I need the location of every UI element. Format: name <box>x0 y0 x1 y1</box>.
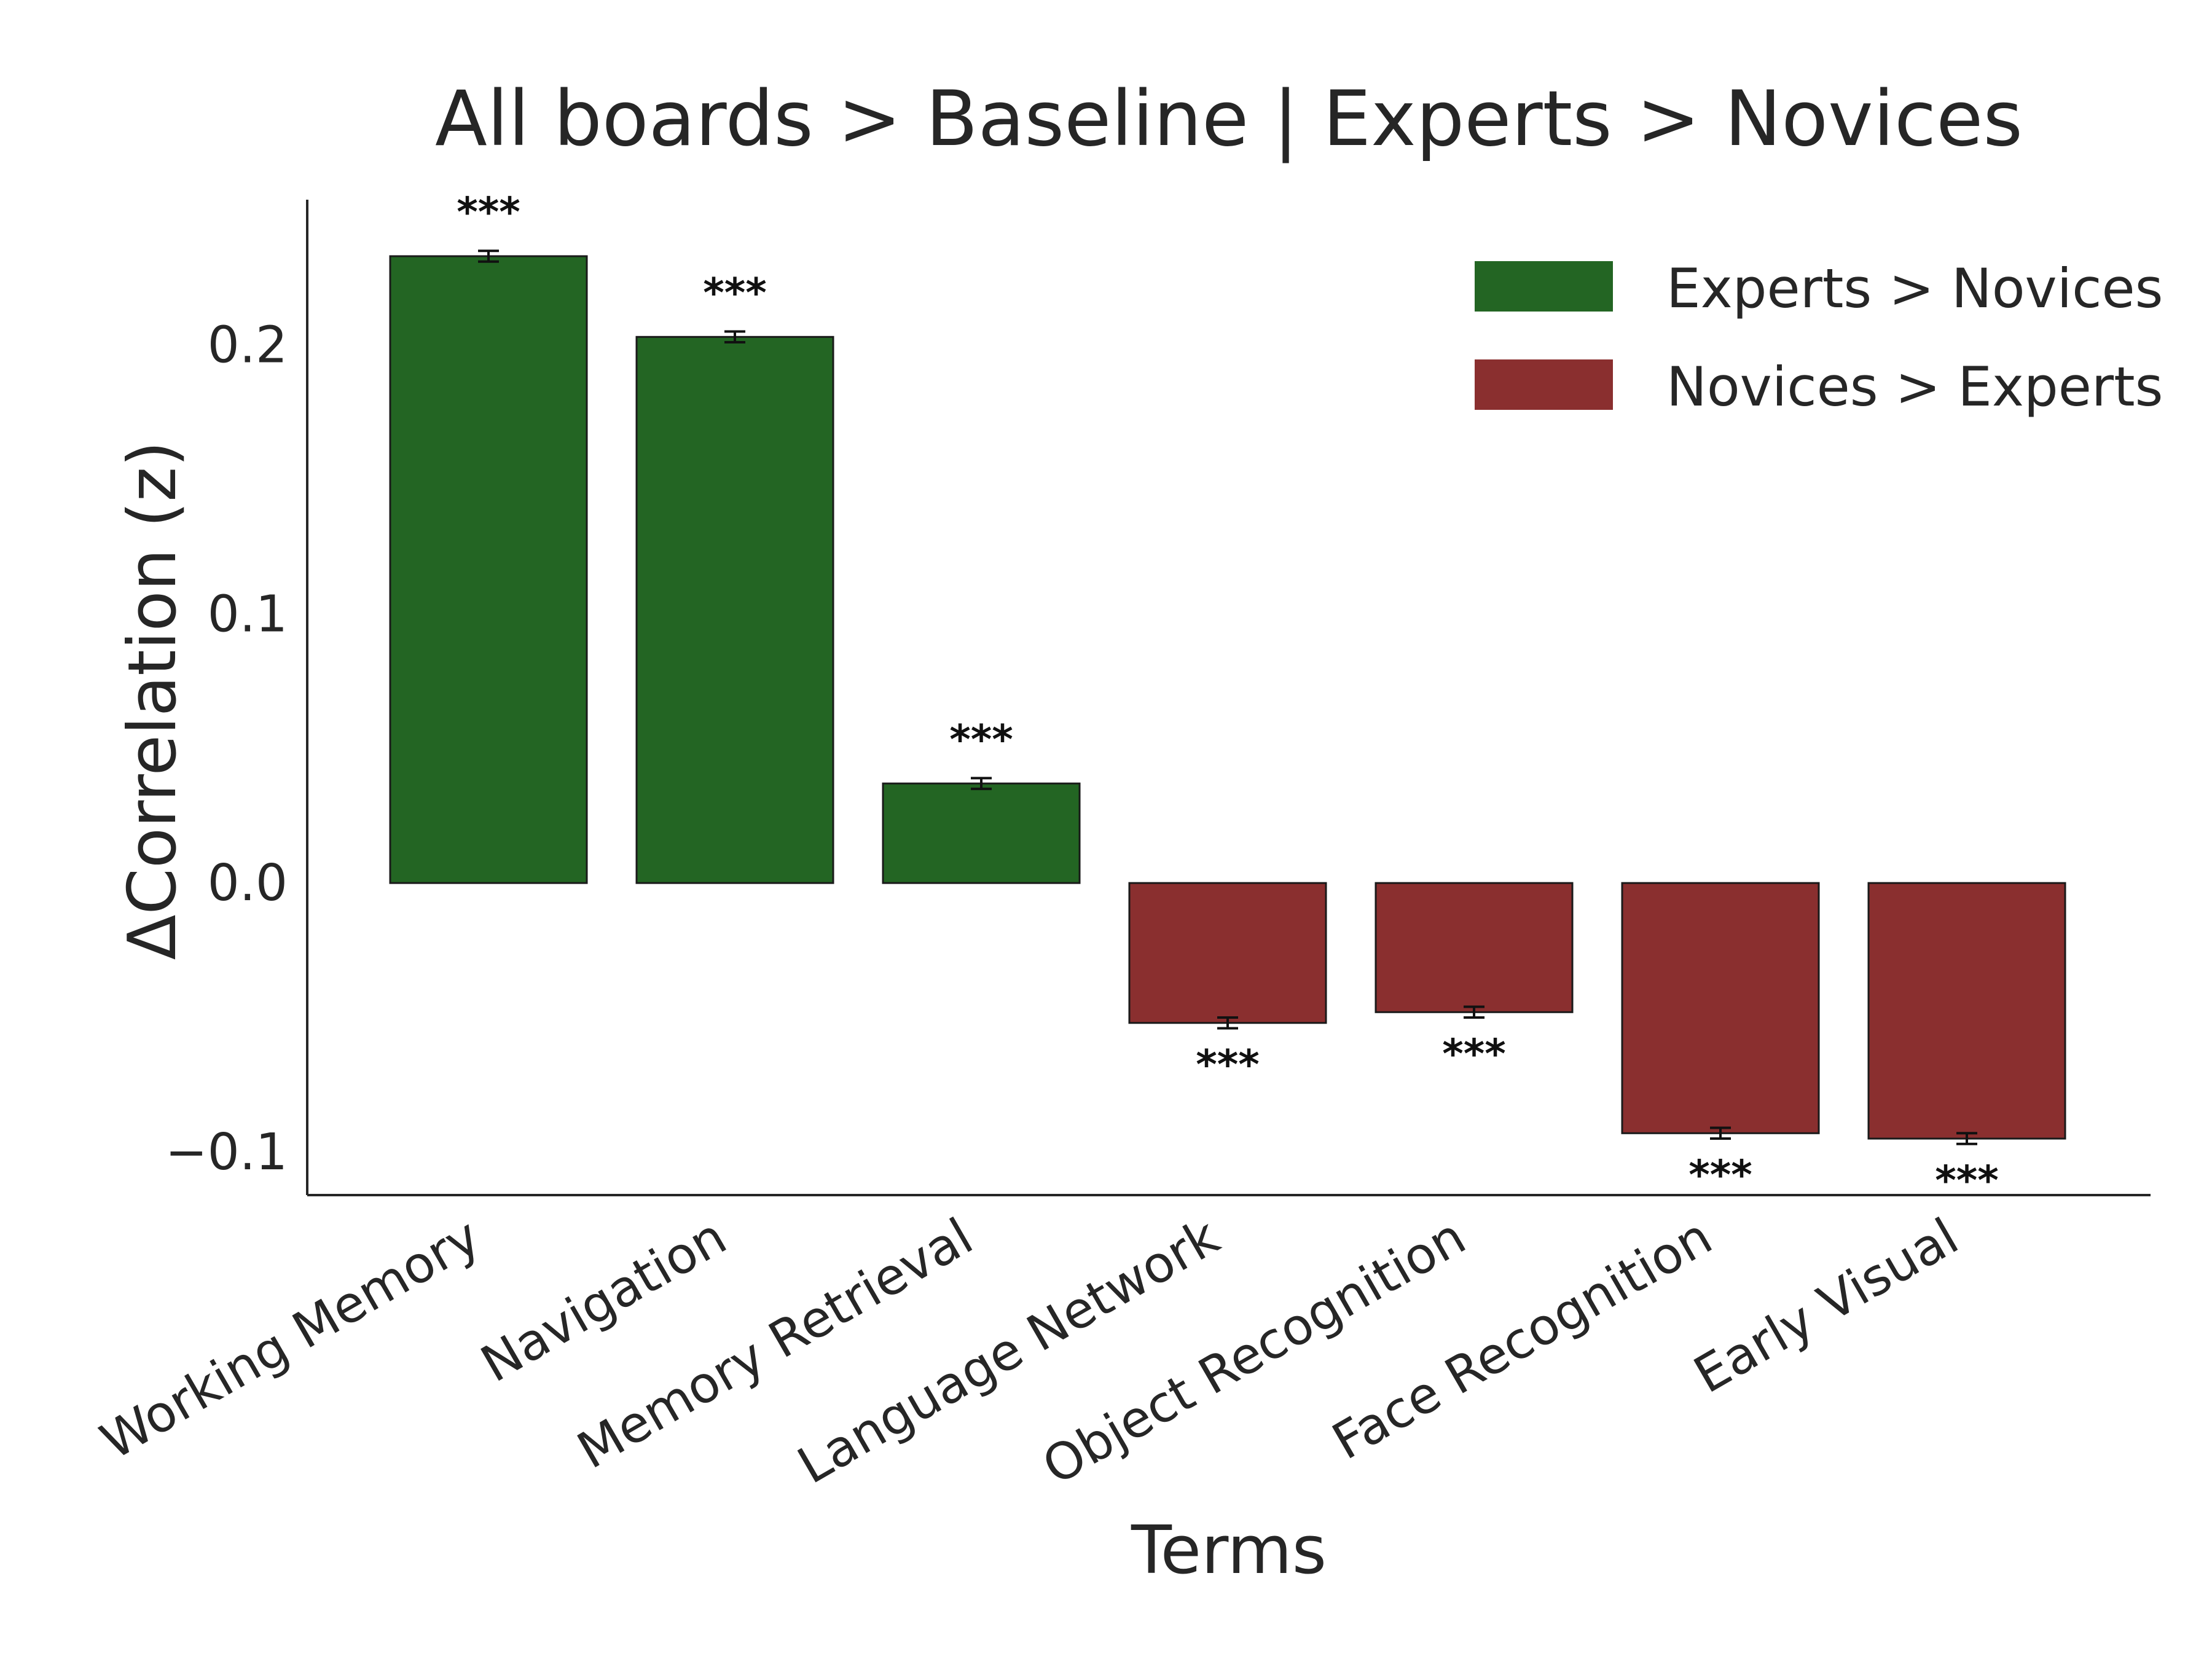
significance-label: *** <box>1935 1157 1999 1204</box>
bar <box>882 782 1081 884</box>
legend-swatch-experts <box>1475 261 1613 312</box>
x-tick-label: Memory Retrieval <box>568 1207 982 1480</box>
y-tick-labels: −0.1 0.0 0.1 0.2 <box>165 316 288 1182</box>
bar <box>1867 882 2066 1140</box>
significance-label: *** <box>1688 1151 1752 1199</box>
bar <box>1621 882 1820 1134</box>
error-bar <box>1710 1126 1731 1140</box>
legend-label-experts: Experts > Novices <box>1666 257 2163 320</box>
chart-title: All boards > Baseline | Experts > Novice… <box>435 75 2023 163</box>
bars <box>389 255 2066 1140</box>
bar <box>389 255 588 884</box>
significance-label: *** <box>1442 1030 1506 1078</box>
legend-label-novices: Novices > Experts <box>1666 355 2163 418</box>
y-axis-label: ΔCorrelation (z) <box>114 441 191 960</box>
significance-labels: *** *** *** *** *** *** *** <box>457 189 1999 1204</box>
significance-label: *** <box>949 716 1013 763</box>
bar <box>1128 882 1327 1024</box>
x-tick-label: Object Recognition <box>1033 1207 1475 1496</box>
y-tick-label: −0.1 <box>165 1123 288 1182</box>
significance-label: *** <box>457 189 520 236</box>
bar <box>1375 882 1574 1013</box>
error-bars <box>478 249 1977 1145</box>
bar <box>635 335 834 884</box>
x-axis-label: Terms <box>1131 1512 1327 1589</box>
y-tick-label: 0.0 <box>208 854 288 912</box>
error-bar <box>1956 1132 1977 1145</box>
error-bar <box>1217 1016 1238 1030</box>
error-bar <box>724 330 745 344</box>
y-tick-label: 0.2 <box>208 316 288 374</box>
x-tick-label: Language Network <box>788 1207 1229 1496</box>
error-bar <box>971 777 992 790</box>
y-tick-label: 0.1 <box>208 585 288 643</box>
legend: Experts > Novices Novices > Experts <box>1475 257 2163 418</box>
x-tick-label: Early Visual <box>1685 1207 1968 1405</box>
significance-label: *** <box>1196 1041 1260 1089</box>
error-bar <box>1464 1005 1484 1019</box>
x-tick-label: Working Memory <box>91 1207 490 1471</box>
y-axis: −0.1 0.0 0.1 0.2 ΔCorrelation (z) <box>114 200 308 1195</box>
error-bar <box>478 249 499 263</box>
significance-label: *** <box>703 270 767 317</box>
legend-swatch-novices <box>1475 359 1613 410</box>
